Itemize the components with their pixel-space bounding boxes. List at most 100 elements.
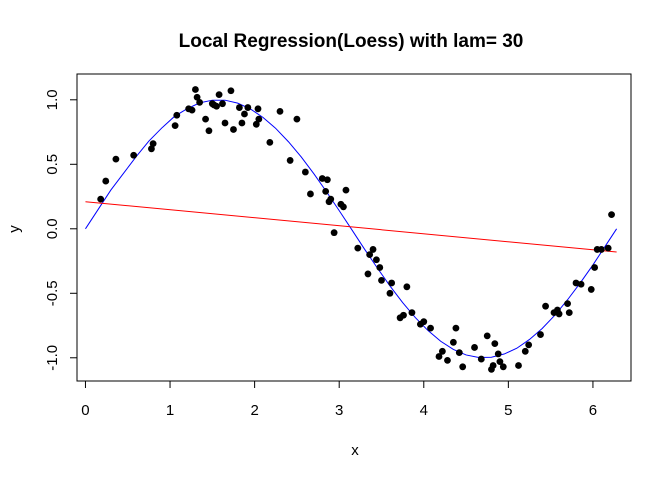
x-tick-label: 3 [335,402,343,419]
data-point [235,104,243,111]
data-point [244,104,252,111]
data-point [515,362,522,369]
data-point [364,270,372,278]
data-point [307,190,314,198]
data-point [427,324,434,332]
y-axis-label: y [6,225,23,233]
fit-lines [85,99,618,359]
data-point [369,246,377,253]
data-point [373,256,380,264]
data-point [130,151,138,159]
data-point [608,211,615,219]
data-point [112,155,120,163]
data-point [577,280,585,288]
data-point [489,362,497,369]
data-point [499,363,507,371]
data-point [555,310,563,318]
data-point [378,276,385,284]
data-point [542,302,549,310]
data-point [205,127,213,135]
data-point [471,344,478,351]
y-tick-label: 0.0 [44,218,61,239]
data-point [97,195,105,203]
loess-fit-line [85,99,618,359]
data-point [301,168,309,176]
data-point [587,286,595,293]
data-point [193,93,201,101]
data-point [388,279,396,287]
data-point [420,318,428,326]
y-tick-label: -0.5 [44,280,61,306]
data-point [213,102,220,110]
data-point [149,140,157,148]
data-point [376,264,384,271]
data-point [188,106,196,114]
y-axis: -1.0 -0.5 0.0 0.5 1.0 [44,89,78,371]
x-axis: 0 1 2 3 4 5 6 [81,380,597,419]
data-point [202,115,209,123]
data-point [173,111,181,119]
data-point [215,91,223,99]
data-point [597,246,605,253]
y-tick-label: 1.0 [44,89,61,110]
data-point [219,100,226,108]
data-point [241,110,248,118]
data-point [227,87,235,95]
data-point [459,363,467,371]
x-tick-label: 2 [250,402,258,419]
data-point [330,229,338,237]
data-point [408,309,416,317]
data-point [435,353,443,360]
data-point [366,251,374,258]
data-point [386,289,394,297]
data-point [340,203,347,211]
data-point [252,120,260,128]
data-point [196,98,204,106]
data-point [238,119,246,127]
data-points [97,86,615,373]
y-tick-label: -1.0 [44,345,61,371]
data-point [444,356,451,364]
data-point [327,195,335,203]
data-point [483,332,491,340]
x-tick-label: 5 [504,402,512,419]
data-point [604,244,612,252]
x-tick-label: 1 [166,402,174,419]
data-point [455,349,463,357]
x-tick-label: 0 [81,402,89,419]
data-point [525,341,533,349]
data-point [322,187,330,195]
x-axis-label: x [351,442,359,459]
data-point [286,157,294,164]
x-tick-label: 4 [420,402,428,419]
data-point [449,338,457,346]
data-point [400,311,407,319]
data-point [537,331,544,338]
data-point [293,115,301,123]
data-point [221,119,229,127]
data-point [565,309,573,317]
data-point [323,176,331,184]
data-point [591,264,599,271]
data-point [452,324,460,332]
linear-fit-line [85,201,617,253]
data-point [342,186,350,194]
data-point [494,350,502,358]
data-point [477,355,485,363]
data-point [403,283,411,291]
data-point [266,138,274,146]
data-point [438,347,446,355]
data-point [148,145,155,153]
data-point [230,126,237,133]
data-point [102,177,110,185]
data-point [276,108,284,115]
x-tick-label: 6 [589,402,597,419]
data-point [171,122,179,129]
data-point [491,340,499,347]
data-point [192,86,199,93]
y-tick-label: 0.5 [44,154,61,175]
data-point [254,105,262,113]
data-point [354,244,362,252]
chart-title: Local Regression(Loess) with lam= 30 [179,31,524,52]
